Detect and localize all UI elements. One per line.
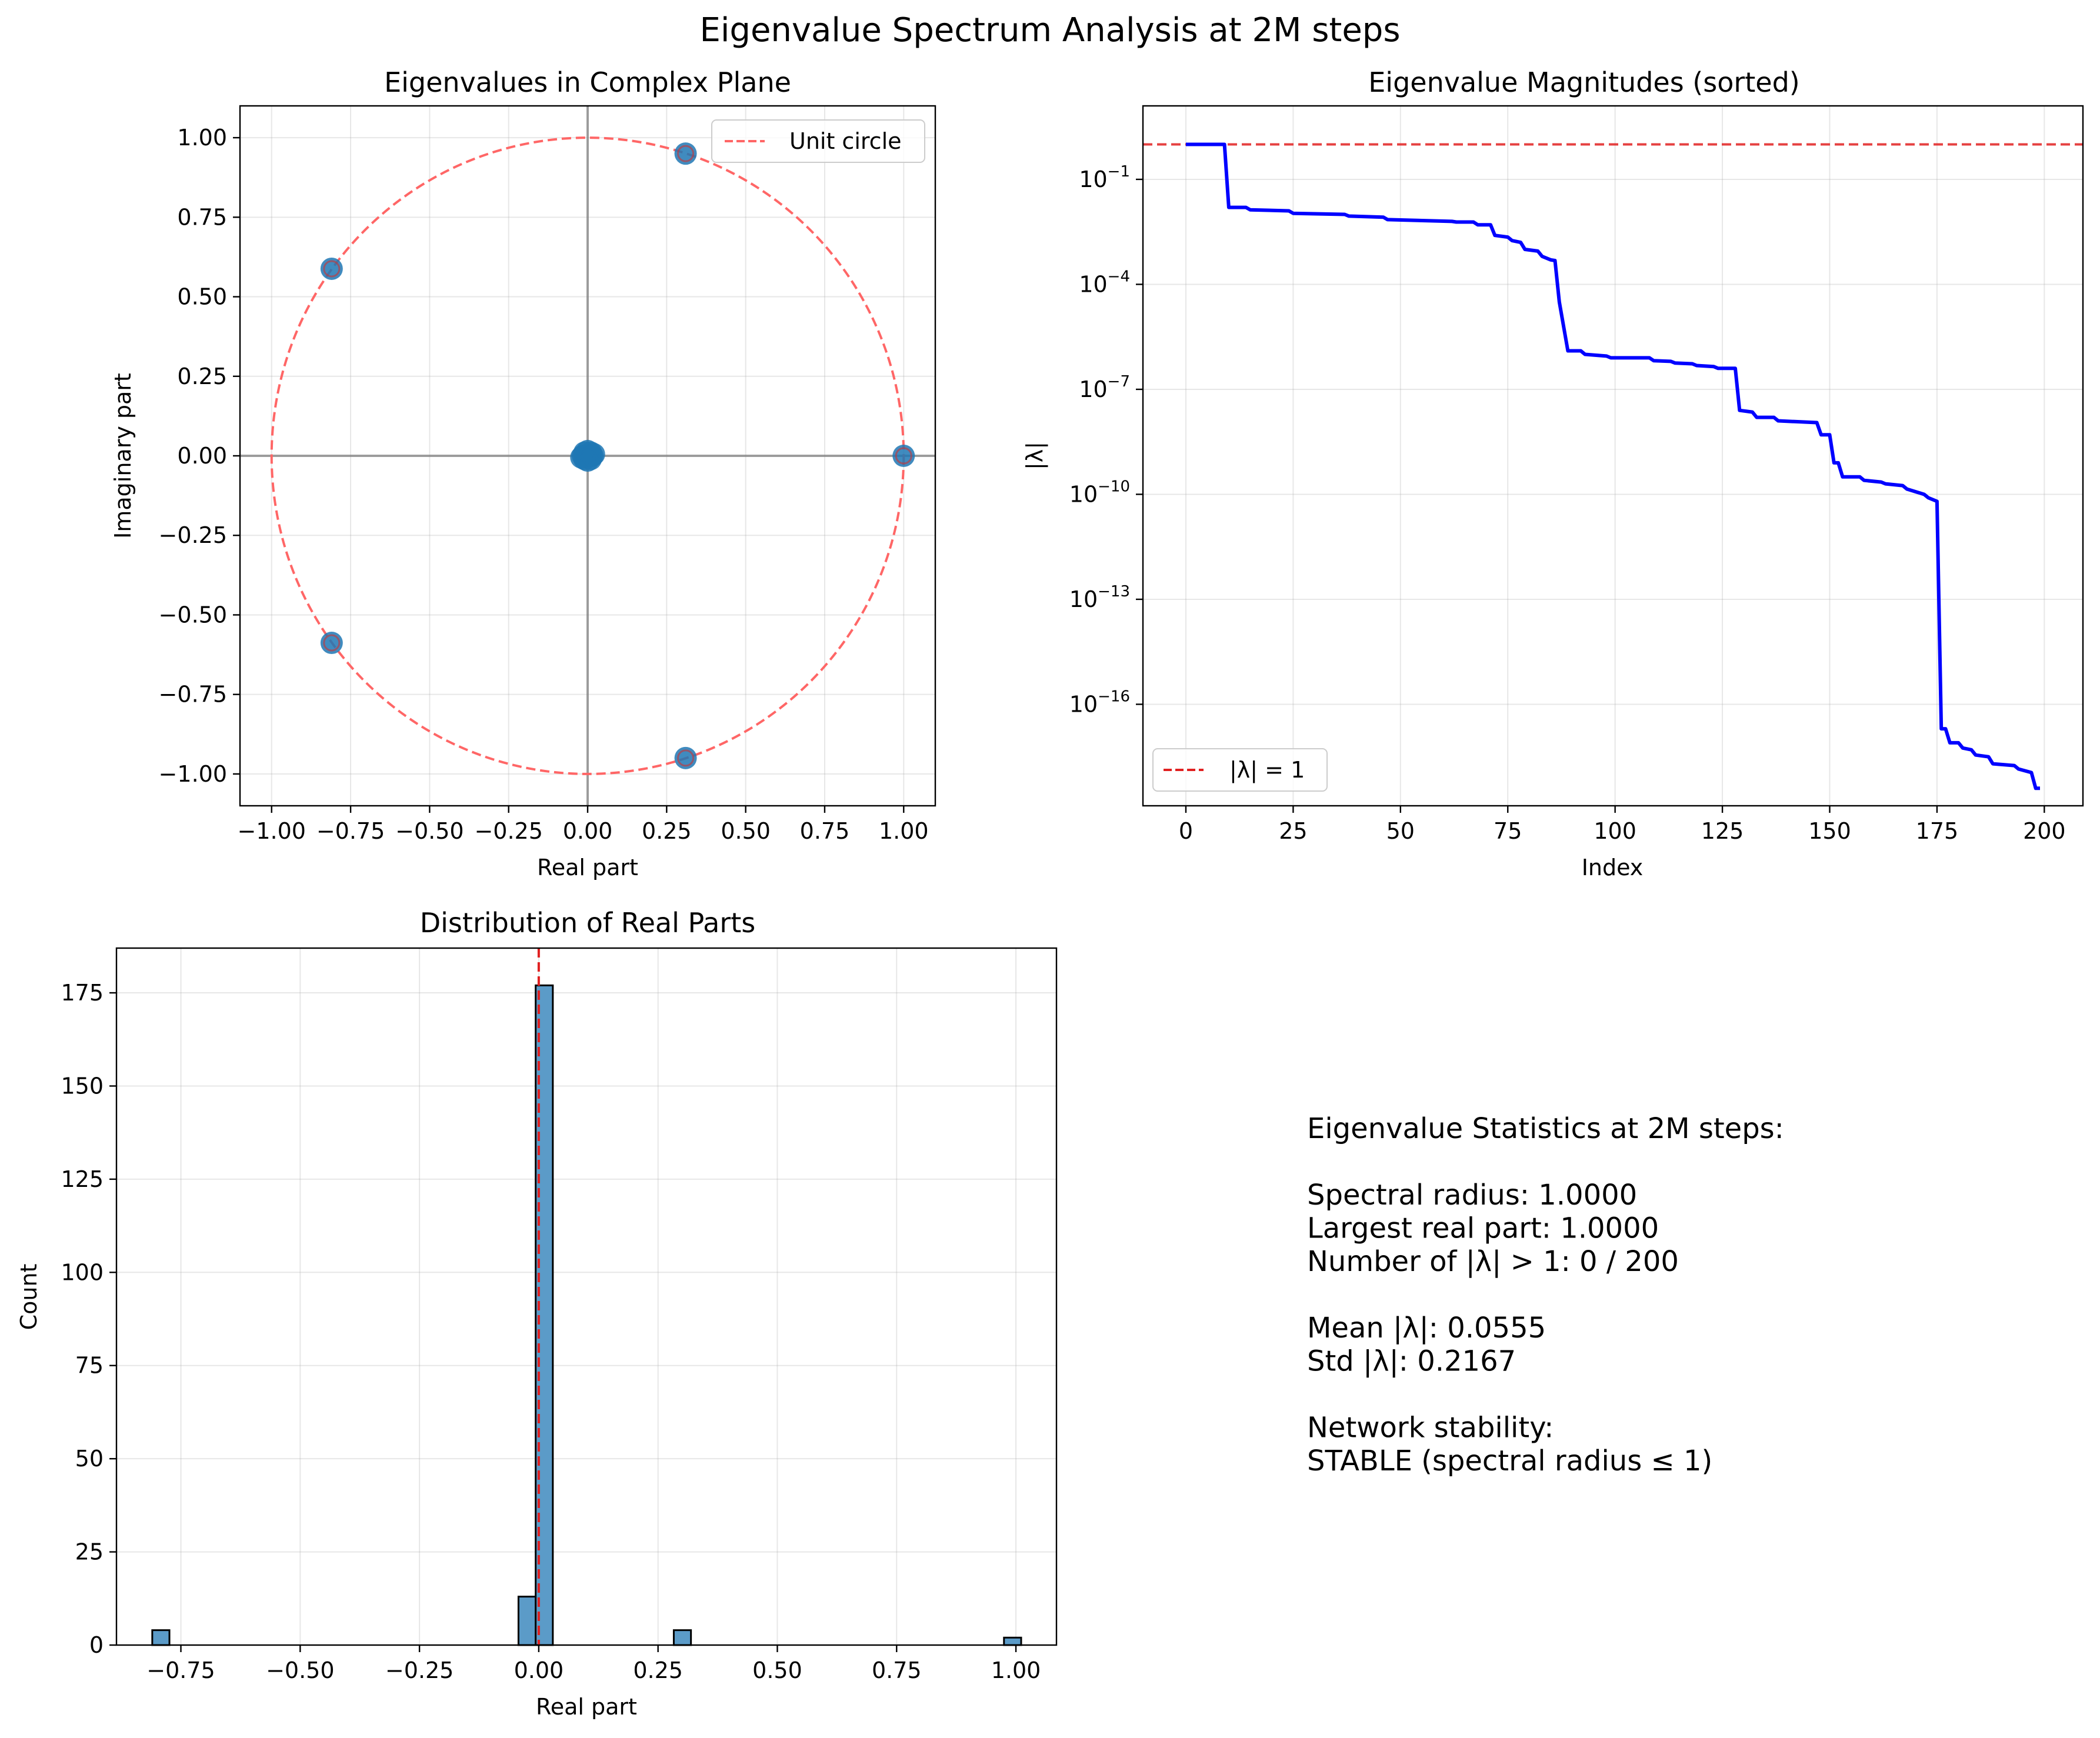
complex-plane-ytick-label: 0.00 — [177, 443, 227, 469]
magnitude-ticks: 0 25 50 75 100 125 150 175 200 10−1 10−4 10−7 10−10 1… — [1069, 163, 2066, 844]
histogram-xtick-label: 0.75 — [872, 1657, 922, 1683]
complex-plane-title: Eigenvalues in Complex Plane — [384, 66, 791, 98]
eigenvalue-point-on-circle-outline — [677, 749, 695, 767]
histogram-xtick-label: −0.50 — [266, 1657, 334, 1683]
histogram-ylabel: Count — [16, 1264, 42, 1330]
complex-plane-xtick-label: 0.50 — [721, 818, 771, 844]
histogram-xtick-label: 1.00 — [991, 1657, 1041, 1683]
complex-plane-ytick-label: −0.75 — [159, 682, 227, 708]
magnitude-ytick-label: 10−16 — [1069, 688, 1130, 717]
magnitude-grid — [1143, 106, 2083, 806]
magnitude-line — [1186, 142, 2040, 790]
stats-line: STABLE (spectral radius ≤ 1) — [1307, 1445, 1712, 1477]
eigenvalue-point-on-circle-outline — [323, 634, 341, 652]
magnitude-xtick-label: 125 — [1701, 818, 1744, 844]
complex-plane-xtick-label: −1.00 — [238, 818, 306, 844]
histogram-ytick-label: 50 — [75, 1446, 104, 1472]
histogram-ytick-label: 175 — [61, 980, 104, 1006]
histogram-bar — [517, 1596, 537, 1646]
complex-plane-ytick-label: −0.25 — [159, 522, 227, 548]
magnitude-xtick-label: 0 — [1179, 818, 1193, 844]
stats-line: Mean |λ|: 0.0555 — [1307, 1312, 1546, 1345]
complex-plane-ytick-label: 0.25 — [177, 363, 227, 389]
magnitude-xtick-label: 175 — [1916, 818, 1959, 844]
magnitude-xtick-label: 200 — [2023, 818, 2066, 844]
stats-line: Std |λ|: 0.2167 — [1307, 1345, 1516, 1378]
histogram-grid — [116, 948, 1056, 1646]
complex-plane-panel: Eigenvalues in Complex Plane −1.00 −0.75−… — [110, 66, 936, 880]
histogram-xtick-label: 0.50 — [752, 1657, 802, 1683]
eigenvalue-point-on-circle-outline — [677, 145, 695, 162]
magnitude-title: Eigenvalue Magnitudes (sorted) — [1368, 66, 1800, 98]
stats-line: Spectral radius: 1.0000 — [1307, 1179, 1637, 1212]
complex-plane-xtick-label: −0.25 — [474, 818, 542, 844]
magnitude-xtick-label: 25 — [1279, 818, 1307, 844]
histogram-xlabel: Real part — [536, 1694, 637, 1720]
complex-plane-ytick-label: −0.50 — [159, 602, 227, 628]
complex-plane-ylabel: Imaginary part — [110, 373, 136, 539]
complex-plane-xtick-label: 0.75 — [800, 818, 850, 844]
histogram-bars — [151, 984, 1022, 1646]
complex-plane-xtick-label: 0.00 — [563, 818, 613, 844]
complex-plane-ticks: −1.00 −0.75 −0.50 −0.25 0.00 0.25 0.50 0.75 1.00… — [159, 125, 929, 844]
complex-plane-xlabel: Real part — [537, 855, 638, 880]
histogram-ticks: −0.75 −0.50 −0.25 0.00 0.25 0.50 0.75 1.00 0 25 50… — [61, 980, 1041, 1683]
magnitude-legend-box — [1152, 748, 1328, 792]
eigenvalue-point-on-circle-outline — [323, 260, 341, 278]
complex-plane-legend-box — [711, 119, 925, 163]
complex-plane-xtick-label: 1.00 — [879, 818, 929, 844]
magnitude-series — [1186, 142, 2040, 790]
histogram-ytick-label: 125 — [61, 1166, 104, 1192]
magnitude-ylabel: |λ| — [1022, 442, 1048, 470]
stats-line: Network stability: — [1307, 1412, 1554, 1445]
magnitude-reference-legend-label: |λ| = 1 — [1229, 757, 1305, 783]
histogram-ytick-label: 0 — [89, 1632, 104, 1658]
real-part-histogram-panel: Distribution of Real Parts −0.75 −0.50 −0.… — [16, 907, 1058, 1720]
histogram-ytick-label: 150 — [61, 1073, 104, 1099]
unit-circle-legend-label: Unit circle — [789, 128, 902, 154]
magnitude-xtick-label: 100 — [1594, 818, 1636, 844]
histogram-ytick-label: 25 — [75, 1539, 104, 1565]
magnitude-ytick-label: 10−10 — [1069, 478, 1130, 507]
magnitude-ytick-label: 10−13 — [1069, 583, 1130, 612]
complex-plane-xtick-label: −0.75 — [316, 818, 385, 844]
stats-text-block: Eigenvalue Statistics at 2M steps: Spectr… — [1307, 1112, 1784, 1477]
histogram-xtick-label: 0.00 — [514, 1657, 564, 1683]
histogram-xtick-label: −0.75 — [146, 1657, 215, 1683]
histogram-bar — [1003, 1636, 1022, 1646]
complex-plane-xtick-label: 0.25 — [642, 818, 692, 844]
magnitude-ytick-label: 10−7 — [1079, 373, 1130, 402]
stats-line: Number of |λ| > 1: 0 / 200 — [1307, 1245, 1679, 1278]
complex-plane-ytick-label: −1.00 — [159, 761, 227, 787]
magnitude-ytick-label: 10−1 — [1079, 163, 1130, 192]
figure-title: Eigenvalue Spectrum Analysis at 2M steps — [699, 11, 1400, 49]
magnitude-frame — [1142, 105, 2084, 807]
histogram-bar — [151, 1629, 171, 1646]
magnitude-ytick-label: 10−4 — [1079, 268, 1130, 297]
magnitude-legend: |λ| = 1 — [1152, 748, 1328, 792]
magnitude-panel: Eigenvalue Magnitudes (sorted) 0 25 50 75 10… — [1022, 66, 2084, 880]
eigenvalue-point — [570, 446, 593, 469]
magnitude-xlabel: Index — [1582, 855, 1644, 880]
histogram-title: Distribution of Real Parts — [420, 907, 756, 939]
complex-plane-ytick-label: 0.75 — [177, 204, 227, 230]
histogram-ytick-label: 75 — [75, 1353, 104, 1379]
complex-plane-legend: Unit circle — [711, 119, 925, 163]
histogram-xtick-label: −0.25 — [385, 1657, 454, 1683]
stats-line: Eigenvalue Statistics at 2M steps: — [1307, 1112, 1784, 1145]
magnitude-xtick-label: 150 — [1808, 818, 1851, 844]
histogram-frame — [115, 947, 1058, 1646]
stats-line: Largest real part: 1.0000 — [1307, 1212, 1659, 1245]
histogram-bar — [672, 1629, 692, 1646]
complex-plane-xtick-label: −0.50 — [395, 818, 464, 844]
magnitude-xtick-label: 75 — [1494, 818, 1522, 844]
complex-plane-ytick-label: 0.50 — [177, 284, 227, 310]
eigenvalue-point-on-circle-outline — [895, 447, 912, 465]
magnitude-xtick-label: 50 — [1386, 818, 1415, 844]
complex-plane-points — [320, 142, 915, 769]
histogram-ytick-label: 100 — [61, 1259, 104, 1285]
histogram-xtick-label: 0.25 — [633, 1657, 683, 1683]
complex-plane-ytick-label: 1.00 — [177, 125, 227, 151]
